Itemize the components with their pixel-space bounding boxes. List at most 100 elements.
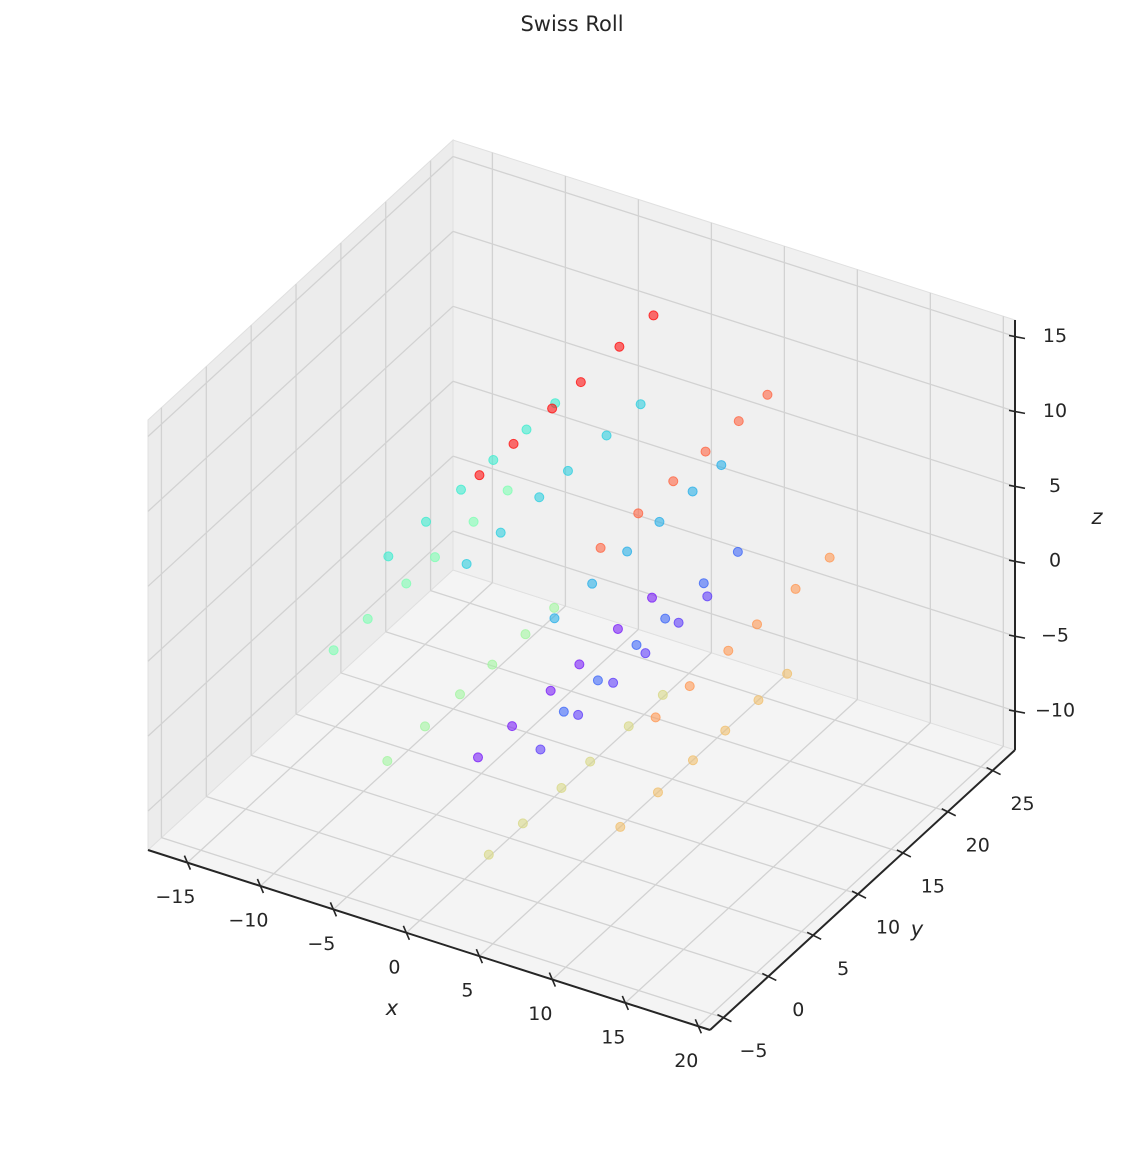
z-tick bbox=[1008, 409, 1026, 415]
point bbox=[483, 849, 494, 860]
z-tick-label: −5 bbox=[1041, 625, 1069, 647]
x-tick-label: 20 bbox=[674, 1050, 698, 1072]
point bbox=[574, 659, 585, 670]
point bbox=[698, 578, 709, 589]
point bbox=[614, 341, 625, 352]
y-axis bbox=[709, 749, 1016, 1031]
y-tick-label: 20 bbox=[966, 834, 990, 856]
y-tick bbox=[941, 808, 957, 817]
point bbox=[454, 689, 465, 700]
point bbox=[558, 706, 569, 717]
grid-line bbox=[259, 605, 566, 887]
point bbox=[328, 645, 339, 656]
y-tick-label: −5 bbox=[739, 1040, 767, 1062]
point bbox=[535, 744, 546, 755]
point bbox=[753, 695, 764, 706]
point bbox=[595, 542, 606, 553]
point bbox=[640, 648, 651, 659]
point bbox=[502, 485, 513, 496]
point bbox=[508, 438, 519, 449]
y-tick bbox=[717, 1013, 732, 1023]
point bbox=[657, 689, 668, 700]
y-tick bbox=[806, 931, 822, 941]
point bbox=[382, 756, 393, 767]
grid-line bbox=[452, 455, 1016, 637]
point bbox=[668, 476, 679, 487]
grid-line bbox=[452, 230, 1016, 413]
point bbox=[650, 712, 661, 723]
z-tick-label: 15 bbox=[1043, 325, 1067, 347]
point bbox=[429, 552, 440, 563]
point bbox=[520, 629, 531, 640]
z-tick-label: −10 bbox=[1035, 700, 1075, 722]
z-tick-label: 0 bbox=[1049, 550, 1061, 572]
point bbox=[461, 558, 472, 569]
grid-line bbox=[452, 380, 1016, 562]
point bbox=[587, 578, 598, 589]
point bbox=[612, 623, 623, 634]
grid-line bbox=[250, 754, 814, 936]
x-tick-label: 5 bbox=[461, 980, 473, 1002]
grid-line bbox=[452, 530, 1016, 712]
point bbox=[468, 516, 479, 527]
grid-line bbox=[147, 305, 454, 587]
point bbox=[456, 484, 467, 495]
z-tick bbox=[1008, 484, 1026, 490]
z-tick-label: 10 bbox=[1043, 400, 1067, 422]
point bbox=[654, 516, 665, 527]
point bbox=[487, 659, 498, 670]
point bbox=[547, 403, 558, 414]
point bbox=[488, 455, 499, 466]
point bbox=[562, 465, 573, 476]
grid-line bbox=[385, 631, 948, 813]
grid-line bbox=[340, 672, 904, 854]
point bbox=[575, 377, 586, 388]
y-tick-label: 10 bbox=[876, 917, 900, 939]
point bbox=[507, 721, 518, 732]
point bbox=[762, 389, 773, 400]
y-axis-label: y bbox=[910, 917, 924, 941]
point bbox=[635, 399, 646, 410]
x-tick-label: 10 bbox=[528, 1003, 552, 1025]
z-tick bbox=[1008, 559, 1026, 565]
z-tick-label: 5 bbox=[1049, 475, 1061, 497]
z-tick bbox=[1008, 634, 1026, 639]
point bbox=[608, 677, 619, 688]
point bbox=[585, 756, 596, 767]
side-pane bbox=[147, 138, 454, 852]
point bbox=[549, 613, 560, 624]
point bbox=[673, 617, 684, 628]
point bbox=[660, 613, 671, 624]
grid-line bbox=[332, 628, 639, 910]
point bbox=[631, 639, 642, 650]
point bbox=[720, 725, 731, 736]
point bbox=[647, 592, 658, 603]
y-tick-label: 25 bbox=[1010, 793, 1034, 815]
y-tick bbox=[986, 766, 1001, 776]
point bbox=[723, 645, 734, 656]
grid-line bbox=[147, 156, 454, 437]
grid-line bbox=[147, 530, 454, 812]
point bbox=[472, 752, 483, 763]
point bbox=[824, 552, 835, 563]
y-tick-label: 5 bbox=[837, 958, 849, 980]
x-tick-label: −5 bbox=[307, 933, 335, 955]
grid-line bbox=[697, 745, 1004, 1027]
point bbox=[648, 310, 659, 321]
grid-line bbox=[147, 455, 454, 737]
point bbox=[700, 446, 711, 457]
grid-line bbox=[551, 699, 858, 980]
grid-line bbox=[624, 722, 931, 1004]
x-tick-label: −10 bbox=[228, 910, 268, 932]
z-tick bbox=[1008, 709, 1026, 714]
point bbox=[716, 460, 727, 471]
point bbox=[495, 527, 506, 538]
point bbox=[687, 755, 698, 766]
point bbox=[752, 619, 763, 630]
grid-line bbox=[452, 305, 1016, 487]
y-tick bbox=[896, 849, 912, 858]
grid-line bbox=[147, 230, 454, 512]
point bbox=[556, 782, 567, 793]
point bbox=[622, 546, 633, 557]
